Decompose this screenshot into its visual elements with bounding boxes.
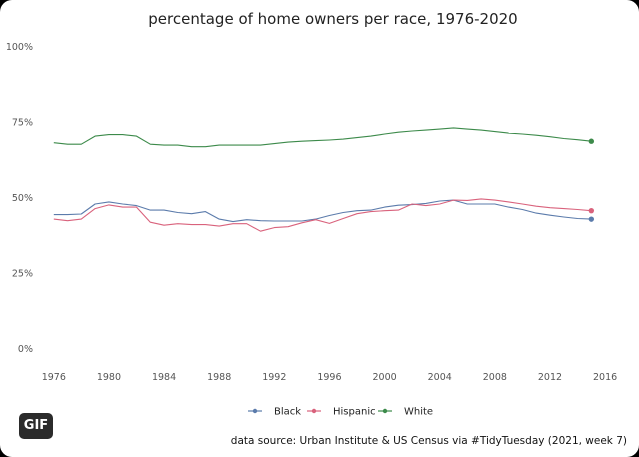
x-tick-label: 2012 [538,372,562,383]
series-line-white [53,127,592,148]
legend-label: Black [274,407,301,418]
x-tick-label: 1992 [262,372,286,383]
endpoint-white [588,138,595,144]
x-tick-label: 2016 [593,372,617,383]
legend-item-black: Black [248,407,301,418]
series-line-black [53,199,592,223]
x-axis-ticks: 1976 1980 1984 1988 1992 1996 2000 2004 2008 2012… [42,372,618,383]
legend-label: White [404,407,433,418]
x-tick-label: 2008 [483,372,507,383]
x-tick-label: 1976 [42,372,66,383]
x-tick-label: 1988 [207,372,231,383]
legend: Black Hispanic White [248,407,433,418]
x-tick-label: 2004 [428,372,452,383]
series-lines [53,127,592,232]
data-source-caption: data source: Urban Institute & US Census… [231,435,627,447]
legend-key-dot [382,408,388,414]
y-tick-label: 75% [12,118,33,129]
y-tick-label: 50% [12,193,33,204]
x-tick-label: 2000 [372,372,396,383]
y-axis-ticks: 0% 25% 50% 75% 100% [6,42,33,355]
chart-title: percentage of home owners per race, 1976… [148,10,517,28]
legend-key-dot [252,408,258,414]
series-line-hispanic [53,198,592,232]
x-tick-label: 1996 [317,372,341,383]
y-tick-label: 100% [6,42,33,53]
x-tick-label: 1984 [152,372,176,383]
legend-item-white: White [378,407,433,418]
series-endpoints [588,138,595,222]
endpoint-hispanic [588,207,595,214]
y-tick-label: 0% [18,344,33,355]
x-tick-label: 1980 [97,372,121,383]
endpoint-black [588,216,595,222]
y-tick-label: 25% [12,269,33,280]
legend-key-dot [311,408,317,414]
gif-badge[interactable]: GIF [19,413,53,439]
legend-item-hispanic: Hispanic [307,407,376,418]
legend-label: Hispanic [333,407,376,418]
